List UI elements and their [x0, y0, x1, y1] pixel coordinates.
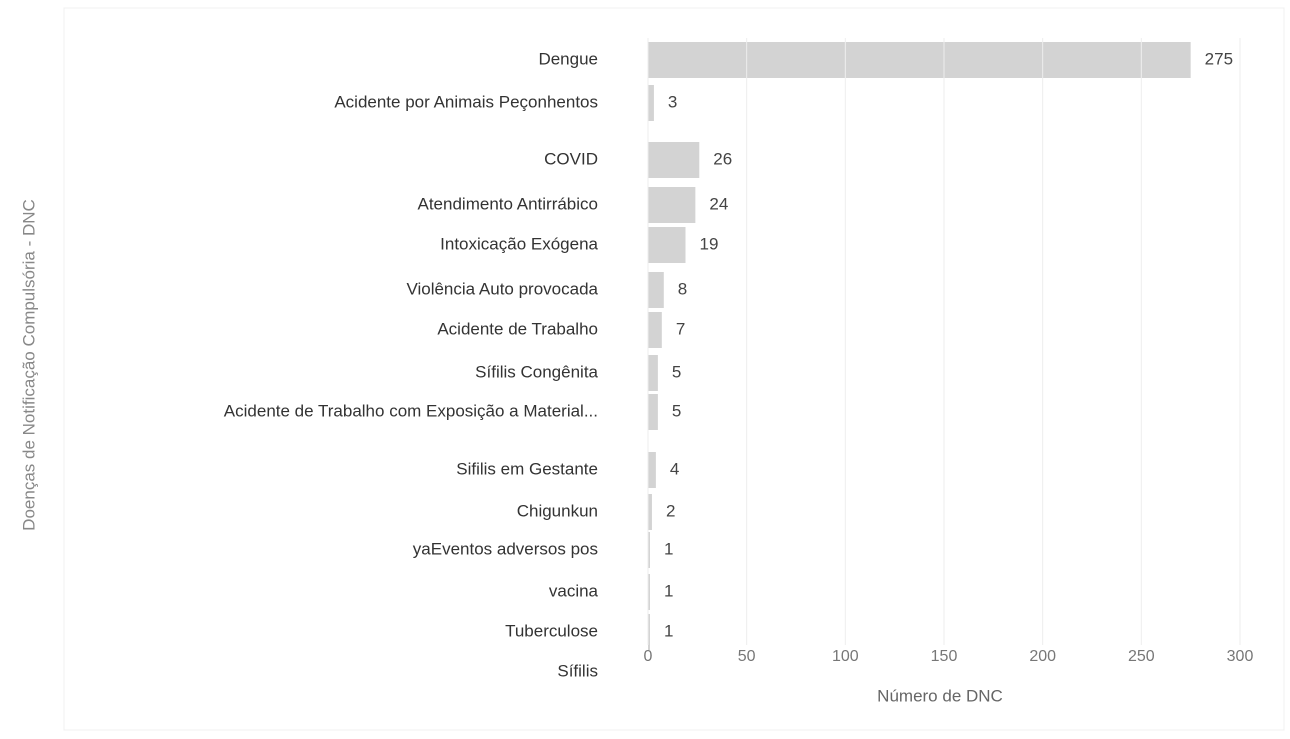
x-tick-label: 50: [738, 648, 756, 665]
x-tick-label: 200: [1029, 648, 1056, 665]
bar: [648, 312, 662, 348]
category-label: Atendimento Antirrábico: [418, 194, 599, 213]
bar: [648, 532, 650, 568]
bar: [648, 85, 654, 121]
value-label: 24: [709, 194, 728, 213]
bar: [648, 494, 652, 530]
value-label: 5: [672, 401, 681, 420]
bar: [648, 614, 650, 650]
y-axis-title: Doenças de Notificação Compulsória - DNC: [19, 199, 38, 531]
bar: [648, 574, 650, 610]
category-label: Tuberculose: [505, 621, 598, 640]
value-label: 26: [713, 149, 732, 168]
x-tick-label: 150: [931, 648, 958, 665]
x-tick-label: 0: [644, 648, 653, 665]
category-label: Acidente de Trabalho: [437, 319, 598, 338]
bar: [648, 187, 696, 223]
value-label: 1: [664, 581, 673, 600]
value-label: 3: [668, 92, 677, 111]
category-label: Violência Auto provocada: [406, 279, 598, 298]
chart-frame: [63, 7, 1285, 731]
value-label: 4: [670, 459, 679, 478]
category-label: Intoxicação Exógena: [440, 234, 598, 253]
x-tick-label: 100: [832, 648, 859, 665]
value-label: 8: [678, 279, 687, 298]
category-label: Sifilis em Gestante: [456, 459, 598, 478]
category-label: Chigunkun: [517, 501, 598, 520]
category-label: Acidente por Animais Peçonhentos: [334, 92, 598, 111]
bar: [648, 142, 700, 178]
value-label: 1: [664, 621, 673, 640]
category-label: yaEventos adversos pos: [413, 539, 598, 558]
category-label: COVID: [544, 149, 598, 168]
category-label: vacina: [549, 581, 599, 600]
bar: [648, 394, 658, 430]
category-label: Acidente de Trabalho com Exposição a Mat…: [224, 401, 598, 420]
category-label: Dengue: [538, 49, 598, 68]
value-label: 1: [664, 539, 673, 558]
bar: [648, 42, 1191, 78]
bar: [648, 272, 664, 308]
category-label: Sífilis: [557, 661, 598, 680]
category-label: Sífilis Congênita: [475, 362, 598, 381]
value-label: 7: [676, 319, 685, 338]
value-label: 275: [1205, 49, 1233, 68]
value-label: 19: [699, 234, 718, 253]
bar: [648, 227, 686, 263]
bar: [648, 452, 656, 488]
x-axis-title: Número de DNC: [877, 686, 1003, 705]
x-tick-label: 300: [1227, 648, 1254, 665]
value-label: 2: [666, 501, 675, 520]
value-label: 5: [672, 362, 681, 381]
bar: [648, 355, 658, 391]
x-tick-label: 250: [1128, 648, 1155, 665]
